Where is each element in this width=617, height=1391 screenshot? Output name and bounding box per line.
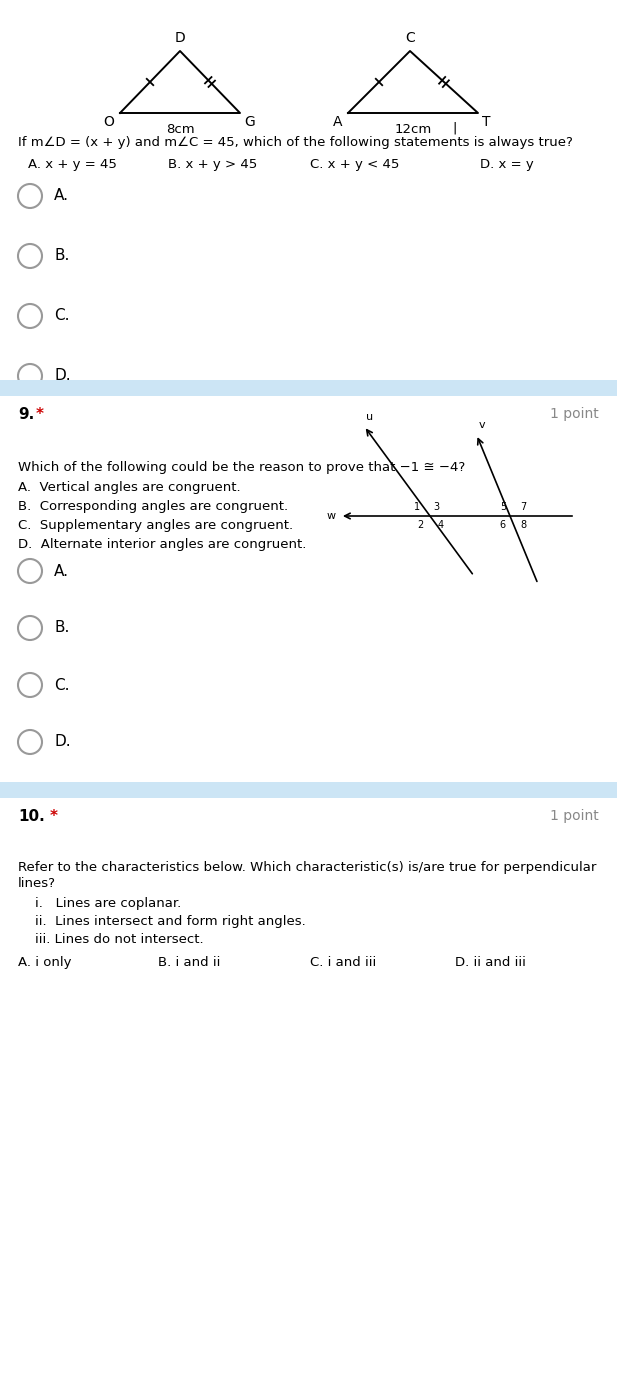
Text: 12cm: 12cm [394,122,432,136]
Text: B. i and ii: B. i and ii [158,956,220,970]
Text: Refer to the characteristics below. Which characteristic(s) is/are true for perp: Refer to the characteristics below. Whic… [18,861,597,874]
Text: C.: C. [54,309,70,324]
Bar [0,782,617,798]
Text: i.   Lines are coplanar.: i. Lines are coplanar. [35,897,181,910]
Text: *: * [36,408,44,421]
Text: A. i only: A. i only [18,956,72,970]
Text: 8: 8 [520,520,526,530]
Text: 10.: 10. [18,810,45,823]
Text: 5: 5 [500,502,506,512]
Text: A.  Vertical angles are congruent.: A. Vertical angles are congruent. [18,481,241,494]
Text: v: v [478,420,485,430]
Text: A.: A. [54,189,69,203]
Text: B. x + y > 45: B. x + y > 45 [168,159,257,171]
Text: D. ii and iii: D. ii and iii [455,956,526,970]
Text: 6: 6 [500,520,506,530]
Text: C. i and iii: C. i and iii [310,956,376,970]
Text: iii. Lines do not intersect.: iii. Lines do not intersect. [35,933,204,946]
Text: A: A [333,115,342,129]
Text: D.  Alternate interior angles are congruent.: D. Alternate interior angles are congrue… [18,538,307,551]
Text: 1 point: 1 point [550,408,599,421]
Text: 1: 1 [414,502,420,512]
Text: ii.  Lines intersect and form right angles.: ii. Lines intersect and form right angle… [35,915,306,928]
Text: D.: D. [54,369,70,384]
Text: u: u [366,412,373,421]
Text: 2: 2 [416,520,423,530]
Text: C.  Supplementary angles are congruent.: C. Supplementary angles are congruent. [18,519,293,531]
Text: A. x + y = 45: A. x + y = 45 [28,159,117,171]
Text: lines?: lines? [18,876,56,890]
Text: B.: B. [54,620,69,636]
Text: 9.: 9. [18,408,35,421]
Text: C.: C. [54,677,70,693]
Text: 8cm: 8cm [166,122,194,136]
Text: G: G [244,115,255,129]
Text: D. x = y: D. x = y [480,159,534,171]
Text: C: C [405,31,415,45]
Text: C. x + y < 45: C. x + y < 45 [310,159,399,171]
Text: *: * [50,810,58,823]
Text: D: D [175,31,185,45]
Text: B.  Corresponding angles are congruent.: B. Corresponding angles are congruent. [18,499,288,513]
Text: 1 point: 1 point [550,810,599,823]
Text: |: | [453,121,457,134]
Text: T: T [482,115,491,129]
Bar [0,380,617,396]
Text: Which of the following could be the reason to prove that −1 ≅ −4?: Which of the following could be the reas… [18,460,465,474]
Text: If m∠D = (x + y) and m∠C = 45, which of the following statements is always true?: If m∠D = (x + y) and m∠C = 45, which of … [18,136,573,149]
Text: O: O [103,115,114,129]
Text: w: w [327,510,336,522]
Text: 7: 7 [520,502,526,512]
Text: D.: D. [54,734,70,750]
Text: 3: 3 [433,502,439,512]
Text: A.: A. [54,563,69,579]
Text: B.: B. [54,249,69,263]
Text: 4: 4 [438,520,444,530]
